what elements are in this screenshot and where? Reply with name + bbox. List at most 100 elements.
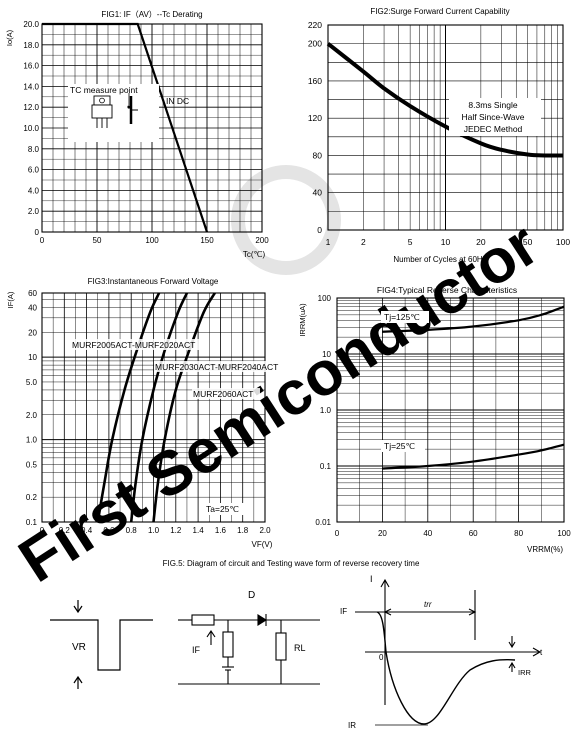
forward-curve xyxy=(152,292,216,523)
y-tick-label: 0.1 xyxy=(320,462,332,471)
derating-curve xyxy=(42,22,209,233)
chart-title: FIG3:Instantaneous Forward Voltage xyxy=(88,277,219,286)
irr-arrowhead-bottom xyxy=(508,661,516,669)
x-tick-label: 5 xyxy=(408,237,413,247)
y-tick-label: 5.0 xyxy=(26,378,38,387)
series-label: MURF2005ACT-MURF2020ACT xyxy=(72,340,195,350)
tc-measure-label: TC measure point xyxy=(70,85,138,95)
rl-label: RL xyxy=(294,643,306,653)
y-tick-label: 20.0 xyxy=(23,20,39,29)
y-tick-label: 100 xyxy=(318,294,332,303)
y-tick-label: 0 xyxy=(317,225,322,235)
forward-curve xyxy=(96,292,161,523)
x-tick-label: 0.6 xyxy=(103,526,115,535)
series-label: MURF2060ACT xyxy=(193,389,253,399)
x-tick-label: 100 xyxy=(557,529,571,538)
y-tick-label: 0.1 xyxy=(26,518,38,527)
x-tick-label: 1.4 xyxy=(193,526,205,535)
x-tick-label: 50 xyxy=(523,237,533,247)
y-tick-label: 10.0 xyxy=(23,124,39,133)
y-tick-label: 18.0 xyxy=(23,41,39,50)
vr-label: VR xyxy=(72,642,86,653)
label-background xyxy=(192,388,260,399)
label-background xyxy=(381,440,425,452)
y-tick-label: 0.5 xyxy=(26,460,38,469)
annotation-background xyxy=(449,98,541,136)
y-tick-label: 0.2 xyxy=(26,493,38,502)
plot-frame xyxy=(327,24,564,231)
x-tick-label: 40 xyxy=(423,529,432,538)
y-tick-label: 160 xyxy=(308,76,322,86)
x-axis-label: VRRM(%) xyxy=(527,545,563,554)
y-tick-label: 60 xyxy=(28,289,37,298)
y-tick-label: 20 xyxy=(28,328,37,337)
watermark-logo xyxy=(231,165,341,275)
y-axis-label: IRRM(uA) xyxy=(298,303,307,337)
recovery-waveform xyxy=(355,578,542,726)
y-tick-label: 16.0 xyxy=(23,62,39,71)
x-tick-label: 1.8 xyxy=(237,526,249,535)
test-circuit xyxy=(178,614,320,685)
y-axis-label: IF(A) xyxy=(6,291,15,308)
fig5-reverse-recovery-diagram: FIG.5: Diagram of circuit and Testing wa… xyxy=(50,559,543,730)
x-tick-label: 0 xyxy=(40,526,45,535)
x-tick-label: 1.2 xyxy=(170,526,182,535)
plot-frame xyxy=(41,23,263,233)
x-tick-label: 0 xyxy=(335,529,340,538)
y-tick-label: 14.0 xyxy=(23,82,39,91)
x-tick-label: 0 xyxy=(40,236,45,245)
chart-title: FIG1: IF（AV）--Tc Derating xyxy=(101,10,202,19)
irr-label: IRR xyxy=(518,668,532,677)
chart-fig3: 60 40 20 10 5.0 2.0 1.0 0.5 0.2 0.10 0.2 0.4 0.6 0.8 1… xyxy=(6,277,292,549)
y-tick-label: 200 xyxy=(308,39,322,49)
package-body xyxy=(91,104,113,119)
x-tick-label: 0.2 xyxy=(59,526,71,535)
reverse-curve xyxy=(382,305,565,333)
trr-arrow-right xyxy=(468,608,477,616)
shunt-resistor xyxy=(222,631,234,658)
y-axis-label: Io(A) xyxy=(5,29,14,46)
chart-fig4: 100 10 1.0 0.1 0.01 0 20 40 60 80 100 FIG4:Typical … xyxy=(298,285,571,554)
x-tick-label: 0.4 xyxy=(81,526,93,535)
label-background xyxy=(154,361,292,372)
trr-arrow-left xyxy=(383,608,392,616)
if-arrowhead xyxy=(206,630,216,638)
fig5-title: FIG.5: Diagram of circuit and Testing wa… xyxy=(163,559,420,568)
current-axis-label: I xyxy=(370,574,373,584)
measure-point-dot xyxy=(127,105,131,109)
package-hole xyxy=(99,97,105,104)
y-tick-label: 2.0 xyxy=(28,207,40,216)
x-axis-label: Tc(℃) xyxy=(243,250,266,259)
current-axis-arrow xyxy=(380,578,390,588)
origin-label: 0 xyxy=(379,653,384,662)
chart-title: FIG4:Typical Reverse Characteristics xyxy=(377,285,517,295)
y-tick-label: 40 xyxy=(313,188,323,198)
vr-arrowhead-bottom xyxy=(73,675,83,684)
x-tick-label: 150 xyxy=(200,236,214,245)
x-tick-label: 10 xyxy=(441,237,451,247)
y-tick-label: 120 xyxy=(308,113,322,123)
x-tick-label: 2 xyxy=(361,237,366,247)
y-tick-label: 8.0 xyxy=(28,145,40,154)
label-background xyxy=(200,503,248,515)
x-tick-label: 60 xyxy=(469,529,478,538)
x-tick-label: 1.0 xyxy=(148,526,160,535)
if-source-label: IF xyxy=(192,645,201,655)
x-tick-label: 100 xyxy=(556,237,570,247)
x-tick-label: 20 xyxy=(378,529,387,538)
reverse-curve xyxy=(382,443,565,470)
x-tick-label: 0.8 xyxy=(126,526,138,535)
ir-label: IR xyxy=(348,721,356,730)
y-tick-label: 12.0 xyxy=(23,103,39,112)
irr-arrowhead-top xyxy=(508,641,516,649)
series-label: Tj=25℃ xyxy=(384,441,415,451)
series-label: MURF2030ACT-MURF2040ACT xyxy=(155,362,278,372)
y-tick-label: 220 xyxy=(308,20,322,30)
vr-pulse-line xyxy=(50,619,153,671)
label-background xyxy=(381,311,429,323)
x-tick-label: 1.6 xyxy=(215,526,227,535)
load-resistor xyxy=(275,632,287,661)
vr-pulse-waveform xyxy=(50,600,153,689)
x-tick-label: 100 xyxy=(145,236,159,245)
